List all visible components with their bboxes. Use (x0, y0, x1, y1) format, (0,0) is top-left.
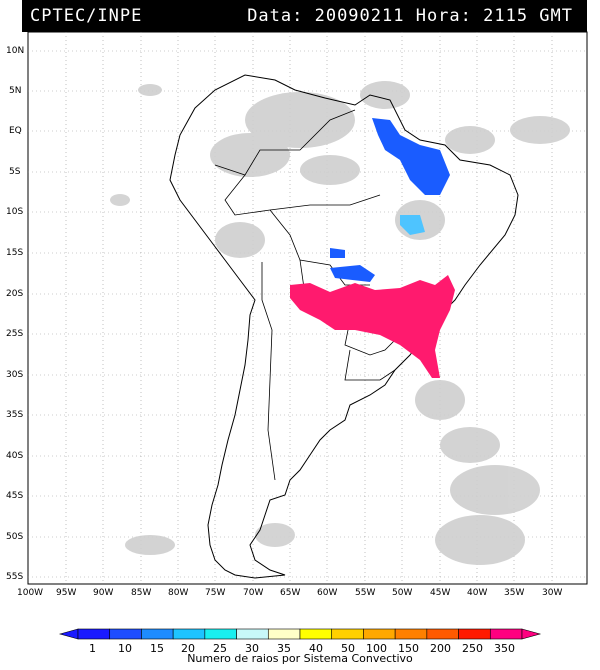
colorbar-tick: 20 (181, 642, 195, 655)
colorbar-title: Numero de raios por Sistema Convectivo (187, 652, 413, 665)
colorbar-segment (458, 628, 491, 640)
lon-label: 55W (355, 588, 376, 598)
map-canvas (27, 31, 588, 585)
colorbar-segment (141, 628, 174, 640)
colorbar-tick: 200 (430, 642, 451, 655)
low-activity-clusters (330, 118, 450, 282)
lon-label: 40W (467, 588, 488, 598)
high-activity-cluster (290, 275, 455, 378)
lon-label: 30W (542, 588, 563, 598)
lat-label: 5S (9, 167, 21, 177)
colorbar-tick: 40 (309, 642, 323, 655)
lat-label: 5N (9, 86, 22, 96)
lon-label: 75W (205, 588, 226, 598)
colorbar-tick: 1 (89, 642, 96, 655)
colorbar-segment (77, 628, 111, 640)
colorbar-segment (204, 628, 237, 640)
colorbar-tick: 30 (245, 642, 259, 655)
cloud-cover (110, 81, 570, 565)
source-label: CPTEC/INPE (30, 6, 143, 26)
lon-label: 80W (168, 588, 189, 598)
colorbar-tick: 100 (366, 642, 387, 655)
lat-label: 40S (6, 451, 24, 461)
colorbar-segment (109, 628, 142, 640)
lat-label: 10S (6, 207, 24, 217)
colorbar-segment (426, 628, 459, 640)
colorbar-tick: 15 (150, 642, 164, 655)
lat-label: 35S (6, 410, 24, 420)
lon-label: 60W (317, 588, 338, 598)
colorbar-segment (489, 628, 523, 640)
colorbar-segment (172, 628, 206, 640)
colorbar-arrow-right (521, 628, 542, 640)
lat-label: 25S (6, 329, 24, 339)
lon-label: 95W (56, 588, 77, 598)
lon-label: 100W (17, 588, 44, 598)
colorbar-tick: 150 (398, 642, 419, 655)
lat-label: 30S (6, 370, 24, 380)
colorbar-segment (299, 628, 333, 640)
colorbar-segment (331, 628, 364, 640)
lat-label: 15S (6, 248, 24, 258)
colorbar-segment (236, 628, 269, 640)
colorbar-tick: 10 (118, 642, 132, 655)
lat-label: 10N (6, 46, 25, 56)
title-bar: CPTEC/INPE Data: 20090211 Hora: 2115 GMT (22, 0, 587, 32)
datetime-label: Data: 20090211 Hora: 2115 GMT (247, 6, 573, 26)
lat-label: 20S (6, 289, 24, 299)
south-america-coastline (169, 74, 519, 579)
colorbar-tick: 50 (341, 642, 355, 655)
lat-label: EQ (9, 126, 22, 136)
lon-label: 65W (280, 588, 301, 598)
colorbar-tick: 350 (494, 642, 515, 655)
mid-low-cluster (400, 215, 425, 235)
colorbar-tick: 250 (462, 642, 483, 655)
lat-label: 50S (6, 532, 24, 542)
colorbar-tick: 35 (277, 642, 291, 655)
colorbar-segment (267, 628, 301, 640)
lon-label: 85W (131, 588, 152, 598)
lon-label: 50W (392, 588, 413, 598)
lat-label: 55S (6, 572, 24, 582)
colorbar-tick: 25 (213, 642, 227, 655)
colorbar-segment (394, 628, 428, 640)
lon-label: 90W (93, 588, 114, 598)
colorbar (58, 628, 542, 640)
lon-label: 70W (243, 588, 264, 598)
colorbar-arrow-left (58, 628, 79, 640)
lat-label: 45S (6, 491, 24, 501)
colorbar-segment (363, 628, 396, 640)
lon-label: 35W (504, 588, 525, 598)
lon-label: 45W (430, 588, 451, 598)
